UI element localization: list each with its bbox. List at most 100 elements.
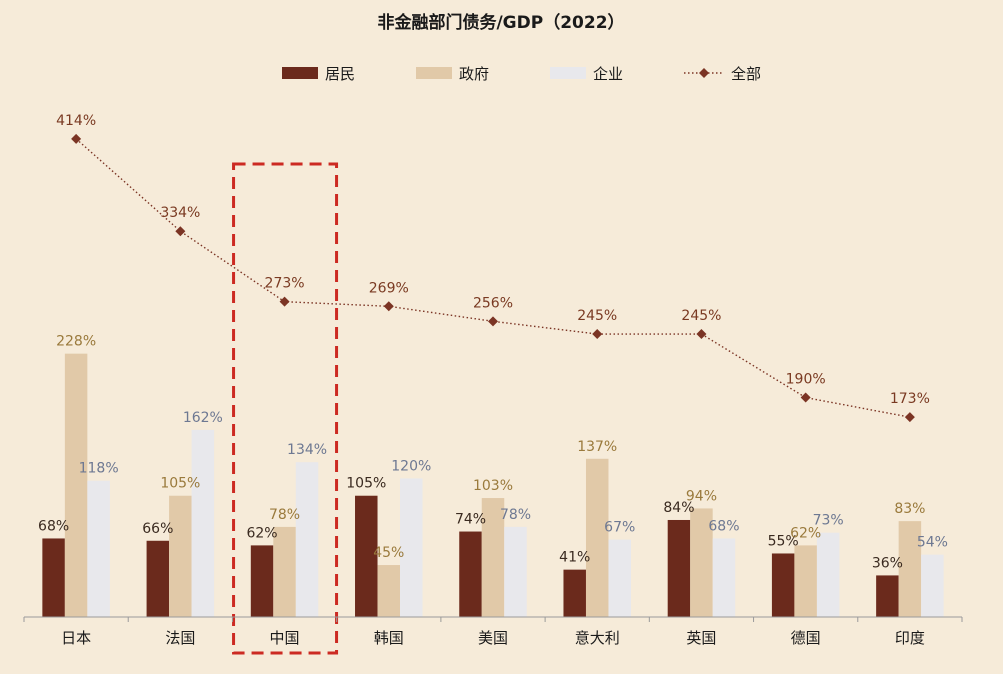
bar-label-corporate: 67% — [604, 520, 635, 536]
total-label: 414% — [56, 113, 96, 129]
x-tick-label: 英国 — [686, 629, 716, 647]
bar-label-household: 105% — [346, 476, 386, 492]
bar-government — [64, 353, 88, 617]
bar-household — [876, 575, 899, 617]
total-marker — [696, 329, 707, 340]
highlight-group — [232, 162, 339, 655]
bar-label-government: 94% — [686, 488, 717, 504]
bar-household — [146, 540, 170, 617]
total-label: 190% — [786, 372, 826, 388]
total-label: 273% — [265, 276, 305, 292]
total-marker — [488, 316, 498, 327]
bar-corporate — [191, 429, 215, 617]
bar-label-government: 62% — [790, 525, 821, 541]
legend-label-total: 全部 — [731, 65, 761, 83]
bar-government — [273, 526, 296, 617]
total-marker — [279, 296, 290, 307]
total-marker — [904, 412, 915, 423]
bar-label-household: 62% — [246, 525, 277, 541]
highlight-box — [232, 162, 339, 655]
bar-government — [794, 545, 817, 617]
bar-government — [898, 521, 922, 617]
bar-corporate — [608, 539, 631, 617]
bar-label-corporate: 78% — [500, 507, 531, 523]
bar-corporate — [400, 478, 423, 617]
bar-government — [169, 495, 192, 617]
bar-label-government: 83% — [894, 501, 925, 517]
bar-corporate — [295, 462, 319, 617]
x-tick-label: 德国 — [791, 629, 821, 647]
x-axis: 日本 法国 中国 韩国 美国 意大利 英国 德国 印度 — [23, 616, 963, 647]
bar-label-government: 45% — [373, 545, 404, 561]
legend-label-government: 政府 — [459, 65, 489, 83]
total-label: 269% — [369, 280, 409, 296]
bar-government — [585, 458, 609, 617]
bar-government — [690, 508, 713, 617]
bar-corporate — [87, 480, 110, 617]
bar-label-government: 105% — [160, 476, 200, 492]
bar-label-corporate: 120% — [391, 458, 431, 474]
legend-swatch-total-marker — [699, 68, 709, 78]
total-label: 245% — [577, 308, 617, 324]
x-tick-label: 韩国 — [374, 629, 404, 647]
legend-swatch-household — [282, 67, 318, 79]
bar-household — [563, 569, 586, 617]
total-marker — [383, 301, 394, 312]
bar-corporate — [921, 554, 944, 617]
bar-label-government: 228% — [56, 334, 96, 350]
total-label: 173% — [890, 391, 930, 407]
bar-label-household: 68% — [38, 518, 69, 534]
total-label: 256% — [473, 295, 513, 311]
legend-swatch-corporate — [550, 67, 586, 79]
total-label: 245% — [681, 308, 721, 324]
x-tick-label: 美国 — [478, 629, 508, 647]
total-line — [75, 138, 911, 418]
bar-label-corporate: 118% — [79, 461, 119, 477]
legend-label-corporate: 企业 — [593, 65, 623, 83]
bar-label-government: 103% — [473, 478, 513, 494]
bar-corporate — [816, 532, 840, 617]
bar-household — [42, 538, 65, 617]
x-tick-label: 日本 — [61, 629, 91, 647]
x-tick-label: 法国 — [165, 629, 195, 647]
bar-label-household: 66% — [142, 521, 173, 537]
bar-label-government: 137% — [577, 439, 617, 455]
bar-government — [377, 565, 401, 617]
x-tick-label: 印度 — [895, 629, 925, 647]
total-label: 334% — [160, 205, 200, 221]
bar-corporate — [504, 526, 527, 617]
legend-label-household: 居民 — [325, 65, 355, 83]
chart-title: 非金融部门债务/GDP（2022） — [377, 12, 624, 33]
total-marker — [592, 329, 603, 340]
total-marker — [175, 226, 186, 237]
bar-household — [250, 545, 274, 617]
legend: 居民 政府 企业 全部 — [282, 65, 761, 83]
bar-label-household: 55% — [768, 533, 799, 549]
bar-household — [771, 553, 795, 617]
bar-label-corporate: 134% — [287, 442, 327, 458]
x-tick-label: 中国 — [270, 629, 300, 647]
legend-swatch-government — [416, 67, 452, 79]
bar-household — [355, 495, 378, 617]
x-tick-label: 意大利 — [575, 629, 620, 647]
total-line-group — [71, 133, 915, 423]
bar-label-household: 74% — [455, 512, 486, 528]
bar-label-household: 84% — [663, 500, 694, 516]
bar-corporate — [712, 538, 736, 617]
total-marker — [800, 392, 811, 403]
bar-label-household: 36% — [872, 555, 903, 571]
bar-household — [459, 531, 482, 617]
bar-label-household: 41% — [559, 550, 590, 566]
bar-label-corporate: 162% — [183, 410, 223, 426]
bars-group — [42, 353, 944, 617]
bar-label-government: 78% — [269, 507, 300, 523]
bar-label-corporate: 54% — [917, 535, 948, 551]
total-marker — [71, 133, 82, 144]
bar-household — [667, 519, 691, 617]
bar-label-corporate: 68% — [708, 518, 739, 534]
bar-label-corporate: 73% — [813, 513, 844, 529]
data-labels-group: 68% 228% 118% 66% 105% 162% 62% 78% 134% 105% 45% 1… — [38, 113, 948, 572]
bar-government — [481, 498, 505, 617]
